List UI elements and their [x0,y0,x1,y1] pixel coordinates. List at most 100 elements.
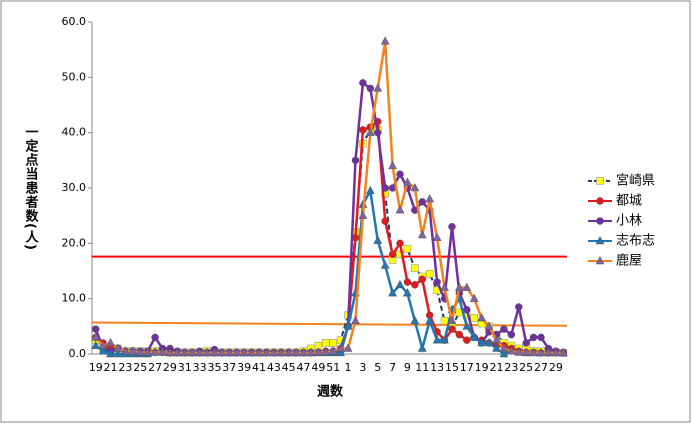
legend-label: 志布志 [616,234,655,249]
marker [351,156,360,165]
marker [365,185,375,195]
marker [343,343,353,352]
marker [395,279,405,289]
x-tick-label: 15 [445,361,459,374]
x-tick-label: 31 [178,361,192,374]
marker [506,346,516,355]
marker [106,337,115,347]
x-tick-label: 39 [237,361,251,374]
marker [343,321,353,330]
marker [514,347,524,356]
x-axis-title: 週数 [317,384,344,400]
marker [396,239,404,248]
marker [224,347,234,357]
marker [358,210,368,219]
marker [484,337,494,347]
marker [500,325,508,333]
x-tick-label: 23 [118,361,132,374]
x-tick-label: 41 [252,361,266,374]
marker [462,321,472,330]
marker [291,347,301,357]
x-tick-label: 51 [326,361,340,374]
marker [433,278,441,286]
marker [463,305,471,314]
marker [135,347,145,356]
marker [425,315,435,325]
marker [463,336,471,344]
y-tick-label: 10.0 [62,292,87,305]
marker [91,340,101,349]
marker [91,325,100,333]
y-axis-title: 一定点当患者数(人) [23,125,40,251]
marker [537,333,545,342]
marker [388,288,398,297]
y-tick-label: 50.0 [62,70,87,83]
marker [381,184,389,192]
legend-label: 宮崎県 [616,173,655,189]
marker [373,83,383,92]
x-tick-label: 9 [404,361,411,374]
marker [455,330,464,339]
marker [380,36,390,45]
marker [418,275,427,284]
marker [150,347,160,356]
legend-marker [596,217,604,225]
marker [120,346,130,355]
legend-marker [595,235,605,245]
marker [410,182,420,192]
marker [448,222,456,231]
x-tick-label: 45 [282,361,296,374]
marker [425,269,434,278]
marker [411,264,419,273]
marker [440,316,449,325]
marker [143,347,153,356]
marker [261,347,271,357]
marker [499,343,509,352]
marker [351,315,360,325]
y-tick-label: 60.0 [62,15,87,28]
y-tick-label: 30.0 [62,181,87,194]
x-tick-label: 25 [133,361,147,374]
marker [299,347,308,357]
marker [232,347,242,357]
series-line [94,41,564,355]
marker [515,303,523,311]
legend-marker [596,177,604,185]
marker [470,314,479,322]
marker [336,343,346,352]
x-tick-label: 11 [415,361,429,374]
marker [403,177,412,186]
marker [381,217,389,225]
marker [395,205,405,214]
marker [492,335,501,344]
marker [544,347,553,357]
x-tick-label: 17 [460,361,474,374]
x-tick-label: 37 [222,361,236,374]
marker [365,127,375,136]
marker [276,347,286,357]
marker [484,321,494,330]
marker [558,347,568,357]
marker [329,339,338,347]
marker [98,346,108,355]
marker [440,335,449,344]
marker [447,315,457,325]
marker [128,346,138,355]
legend-marker [596,197,604,205]
marker [247,347,256,357]
marker [151,333,159,342]
marker [403,278,412,286]
marker [202,347,212,357]
marker [396,250,404,259]
x-tick-label: 1 [345,361,352,374]
marker [417,230,427,239]
marker [454,282,464,291]
marker [380,260,390,269]
marker [477,337,487,347]
x-tick-label: 19 [89,361,103,374]
marker [388,250,397,259]
marker [180,347,190,357]
marker [462,282,472,291]
